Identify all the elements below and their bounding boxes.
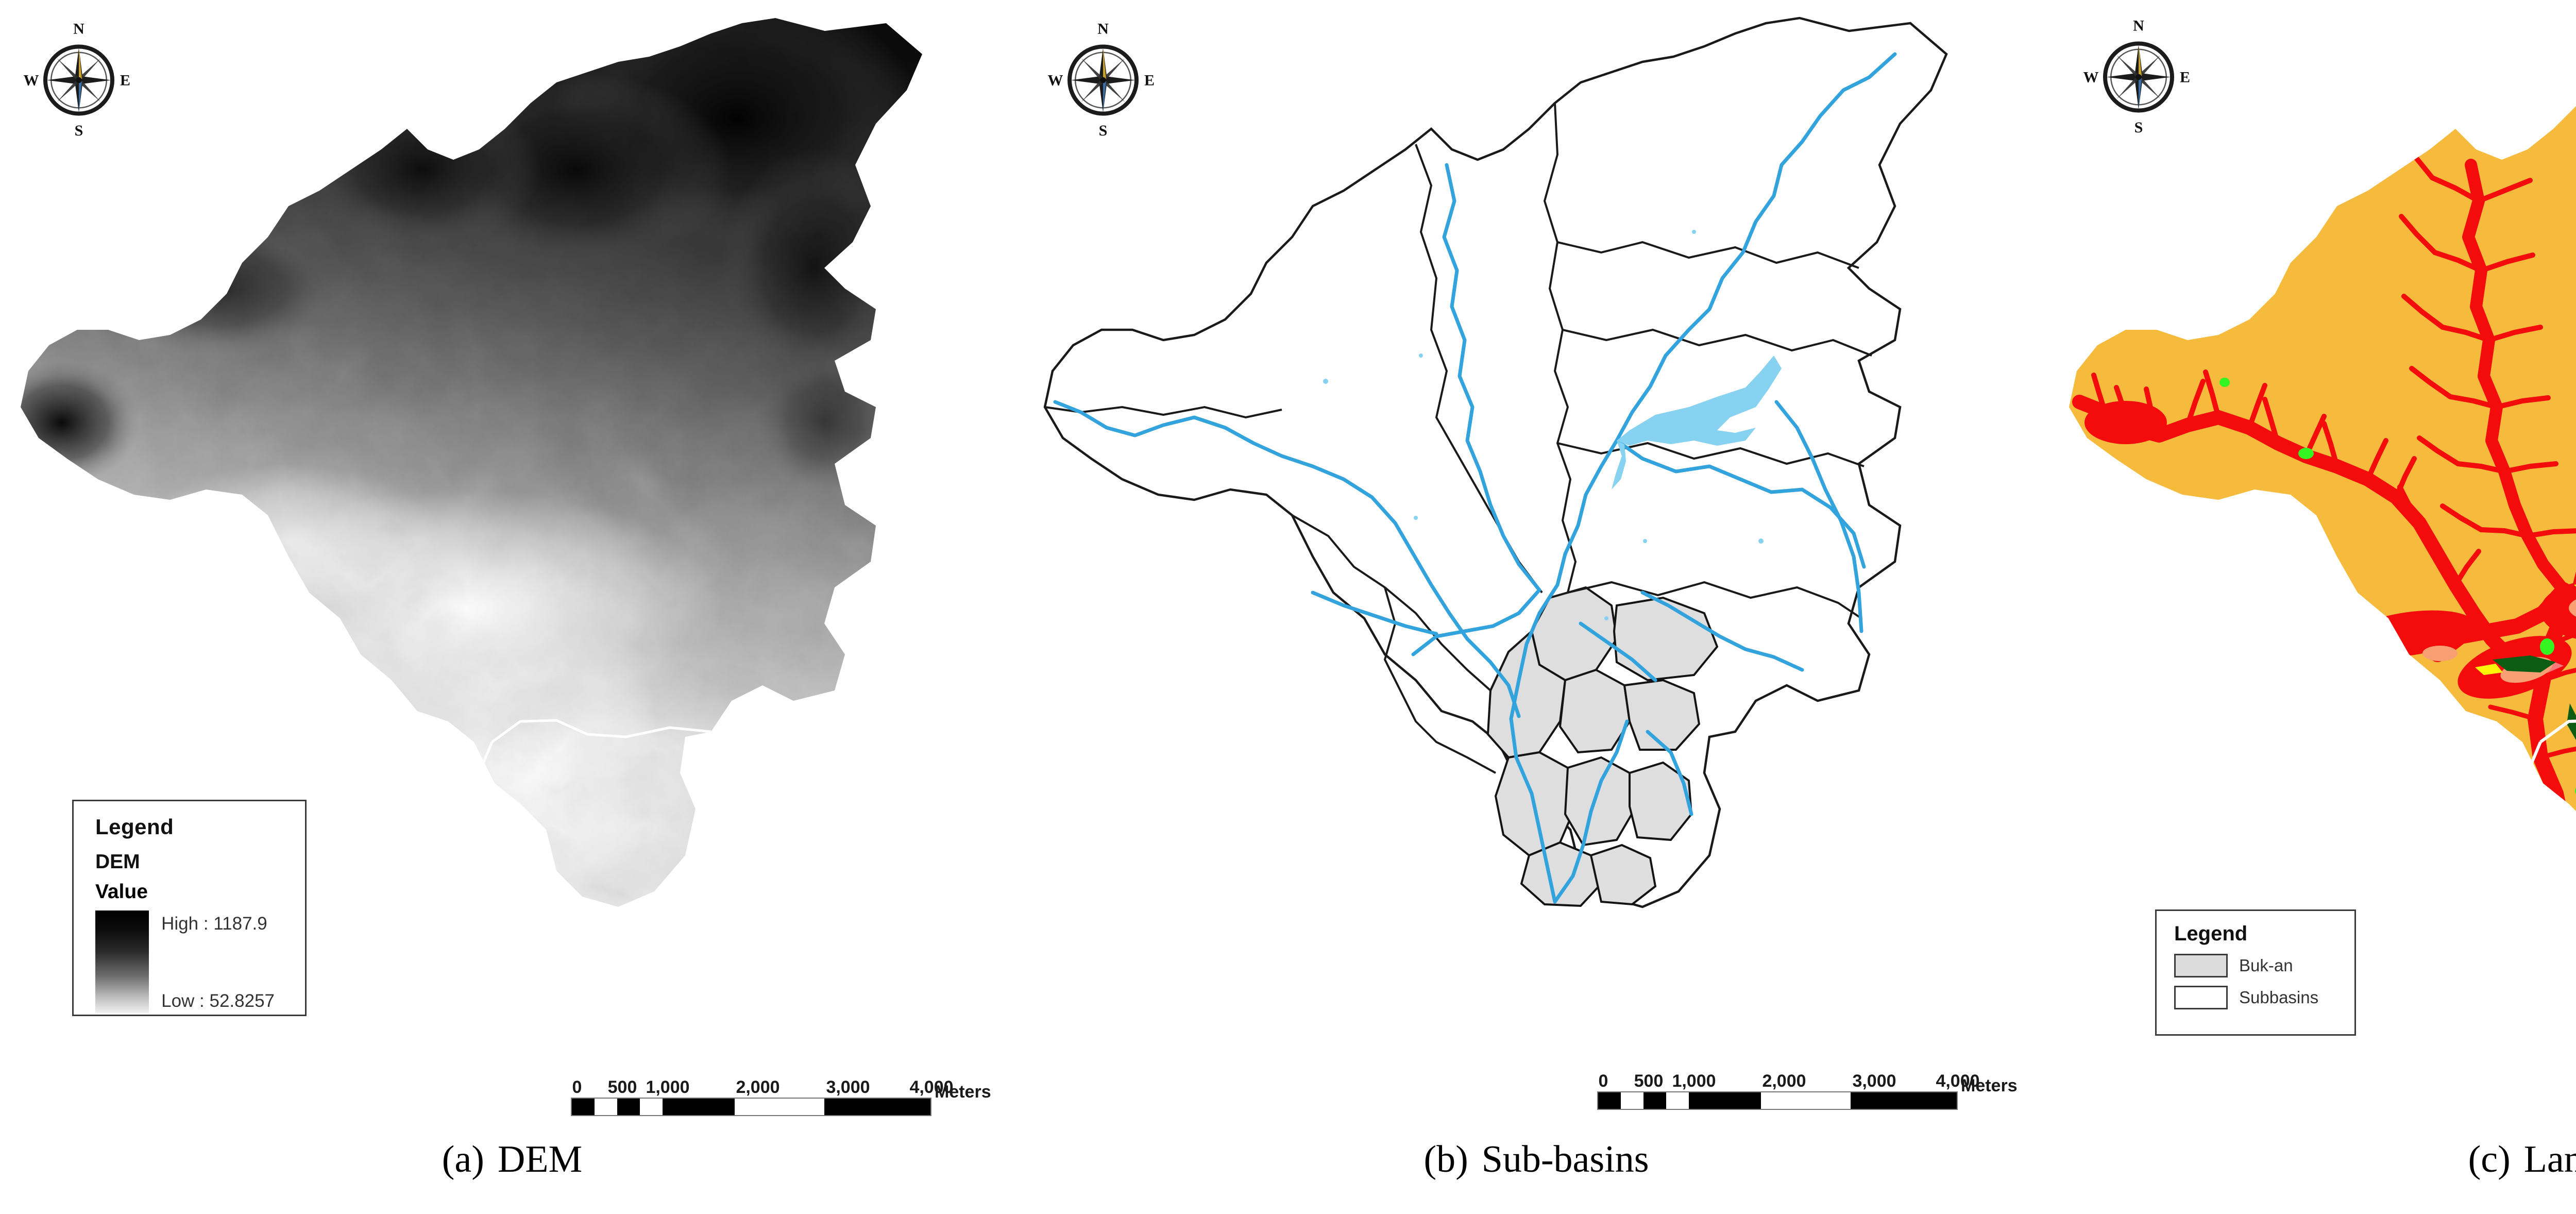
internal-boundary-line — [2539, 718, 2576, 744]
dem-ramp-labels: High : 1187.9 Low : 52.8257 — [161, 911, 305, 1014]
subbasins-map-stage: N E S W Legend Buk-an Subbasins — [1024, 0, 2356, 1123]
scalebar-tick-4000: 4,000 — [909, 1077, 954, 1097]
scalebar-tick-3000: 3,000 — [1852, 1071, 1896, 1091]
dem-low-label: Low : 52.8257 — [161, 991, 275, 1011]
landuse-raster — [2069, 18, 2576, 907]
compass-label-s: S — [75, 122, 83, 138]
scalebar-units: Meters — [935, 1082, 991, 1102]
panel-caption: (b) Sub-basins — [1024, 1138, 2048, 1182]
panel-subbasins: N E S W Legend Buk-an Subbasins — [1024, 0, 2356, 1214]
compass-label-e: E — [2180, 69, 2190, 86]
landuse-barren — [2475, 581, 2576, 675]
north-arrow-icon: N E S W — [2074, 6, 2203, 136]
dem-color-ramp-row: High : 1187.9 Low : 52.8257 — [95, 911, 305, 1014]
legend-item-bukan: Buk-an — [2174, 954, 2354, 977]
caption-index: (a) — [442, 1138, 484, 1181]
panel-landuse: N E S W Legend Landuse 코드 Urban Agr — [2048, 0, 2576, 1214]
legend-title: Legend — [95, 815, 174, 839]
legend-title: Legend — [2174, 922, 2248, 945]
dem-map-stage: N E S W Legend DEM Value High : 1187 — [0, 0, 1024, 1123]
legend-swatch-bukan — [2174, 954, 2228, 977]
scalebar-tick-500: 500 — [607, 1077, 637, 1097]
landuse-forest-base — [2069, 18, 2576, 907]
panel-dem: N E S W Legend DEM Value High : 1187 — [0, 0, 1024, 1214]
north-arrow-icon: N E S W — [14, 9, 143, 139]
dem-map-graphic — [21, 18, 922, 907]
caption-text: Landuse — [2523, 1138, 2576, 1181]
scalebar: 0 500 1,000 2,000 3,000 4,000 Meters — [571, 1071, 991, 1116]
reservoir — [1612, 356, 1782, 490]
compass-label-w: W — [24, 72, 39, 89]
dem-color-ramp — [95, 911, 149, 1014]
scalebar-tick-4000: 4,000 — [1936, 1071, 1980, 1091]
dem-legend-box: Legend DEM Value High : 1187.9 Low : 52.… — [72, 800, 307, 1016]
panel-caption: (c) Landuse — [2048, 1138, 2576, 1182]
compass-label-n: N — [73, 21, 84, 38]
landuse-map-stage: N E S W Legend Landuse 코드 Urban Agr — [2048, 0, 2576, 1123]
scalebar-tick-500: 500 — [1634, 1071, 1664, 1091]
compass-label-s: S — [2134, 119, 2143, 135]
dem-high-label: High : 1187.9 — [161, 914, 267, 934]
compass-label-e: E — [120, 72, 130, 89]
legend-layer-name: DEM — [95, 851, 140, 873]
minor-water-bodies — [1323, 230, 1764, 620]
stream-network — [1053, 52, 1897, 904]
legend-item-subbasins: Subbasins — [2174, 986, 2354, 1009]
scalebar-tick-2000: 2,000 — [736, 1077, 780, 1097]
legend-swatch-subbasins — [2174, 986, 2228, 1009]
caption-index: (c) — [2468, 1138, 2511, 1181]
panel-caption: (a) DEM — [0, 1138, 1024, 1182]
caption-text: DEM — [497, 1138, 583, 1181]
legend-label-subbasins: Subbasins — [2239, 988, 2319, 1007]
compass-label-n: N — [1097, 21, 1109, 38]
compass-label-e: E — [1144, 72, 1155, 89]
scalebar-ticks: 0 500 1,000 2,000 3,000 4,000 — [1597, 1065, 1989, 1091]
scalebar-bar — [1597, 1091, 1958, 1110]
compass-label-n: N — [2133, 18, 2144, 35]
scalebar-tick-0: 0 — [1598, 1071, 1608, 1091]
subbasins-legend-box: Legend Buk-an Subbasins — [2155, 909, 2356, 1036]
scalebar: 0 500 1,000 2,000 3,000 4,000 Meters — [1597, 1065, 2018, 1110]
bukan-subbasins — [1486, 586, 1719, 907]
compass-label-w: W — [2083, 69, 2099, 86]
scalebar-tick-1000: 1,000 — [1672, 1071, 1716, 1091]
legend-value-label: Value — [95, 881, 148, 903]
caption-index: (b) — [1423, 1138, 1468, 1181]
scalebar-ticks: 0 500 1,000 2,000 3,000 4,000 — [571, 1071, 962, 1098]
watershed-outline — [1043, 16, 1948, 908]
compass-label-w: W — [1048, 72, 1063, 89]
scalebar-tick-1000: 1,000 — [646, 1077, 690, 1097]
scalebar-bar — [571, 1098, 931, 1116]
legend-label-bukan: Buk-an — [2239, 956, 2293, 975]
caption-text: Sub-basins — [1481, 1138, 1649, 1181]
compass-label-s: S — [1099, 122, 1108, 138]
subbasins-map-graphic — [1043, 16, 1948, 908]
scalebar-tick-2000: 2,000 — [1762, 1071, 1806, 1091]
scalebar-tick-0: 0 — [572, 1077, 582, 1097]
landuse-map-graphic — [2069, 18, 2576, 907]
scalebar-tick-3000: 3,000 — [826, 1077, 870, 1097]
landuse-pasture — [2219, 378, 2576, 796]
north-arrow-icon: N E S W — [1039, 9, 1167, 139]
scalebar-units: Meters — [1961, 1076, 2018, 1095]
